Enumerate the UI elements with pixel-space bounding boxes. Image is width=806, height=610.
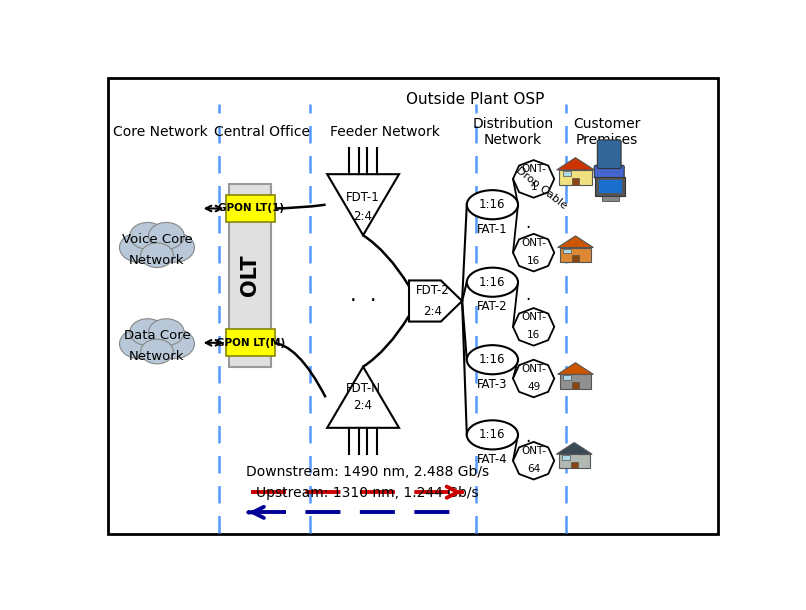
Text: Feeder Network: Feeder Network (330, 125, 440, 139)
Text: Customer
Premises: Customer Premises (573, 117, 641, 147)
Text: FDT-2: FDT-2 (416, 284, 450, 297)
Text: ONT-: ONT- (521, 165, 546, 174)
Polygon shape (327, 367, 399, 428)
Text: 2:4: 2:4 (354, 210, 372, 223)
Text: 49: 49 (527, 382, 540, 392)
Bar (563, 248, 571, 253)
Ellipse shape (119, 232, 159, 262)
Polygon shape (558, 236, 593, 248)
FancyBboxPatch shape (596, 178, 625, 196)
Text: 1:16: 1:16 (479, 198, 505, 211)
Text: 1:16: 1:16 (479, 428, 505, 442)
Polygon shape (409, 281, 462, 321)
Text: FAT-4: FAT-4 (477, 453, 508, 466)
Ellipse shape (467, 268, 518, 297)
Polygon shape (513, 308, 555, 346)
Bar (572, 178, 579, 185)
Text: ·  ·: · · (350, 291, 376, 311)
Text: 64: 64 (527, 464, 540, 474)
Ellipse shape (119, 329, 159, 359)
Polygon shape (558, 363, 593, 375)
Polygon shape (513, 442, 555, 479)
Text: GPON LT(M): GPON LT(M) (216, 338, 285, 348)
Ellipse shape (140, 243, 173, 268)
Text: ONT-: ONT- (521, 447, 546, 456)
Text: Outside Plant OSP: Outside Plant OSP (406, 92, 545, 107)
Text: FDT-N: FDT-N (346, 382, 380, 395)
Text: ONT-: ONT- (521, 312, 546, 323)
Text: Data Core: Data Core (123, 329, 190, 342)
Text: ·
·: · · (525, 218, 530, 252)
Ellipse shape (467, 420, 518, 450)
Text: ONT-: ONT- (521, 364, 546, 374)
Text: GPON LT(1): GPON LT(1) (218, 204, 284, 213)
FancyBboxPatch shape (597, 140, 621, 168)
FancyBboxPatch shape (229, 184, 272, 367)
Bar (559, 454, 590, 468)
Text: Core Network: Core Network (113, 125, 207, 139)
FancyBboxPatch shape (226, 195, 275, 222)
Ellipse shape (148, 223, 184, 249)
Ellipse shape (155, 329, 194, 359)
Bar (580, 243, 585, 248)
Bar (559, 170, 592, 185)
Bar (580, 450, 584, 454)
Ellipse shape (130, 319, 165, 345)
Text: Central Office: Central Office (214, 125, 310, 139)
Text: 1:16: 1:16 (479, 276, 505, 289)
Text: FAT-1: FAT-1 (477, 223, 508, 235)
Polygon shape (513, 234, 555, 271)
Bar (560, 375, 591, 389)
Text: ONT-: ONT- (521, 239, 546, 248)
Bar (563, 171, 571, 176)
FancyBboxPatch shape (226, 329, 275, 356)
Text: FAT-3: FAT-3 (477, 378, 508, 390)
Polygon shape (513, 160, 555, 198)
Ellipse shape (130, 223, 165, 249)
Bar (572, 255, 579, 262)
FancyBboxPatch shape (599, 181, 621, 193)
Text: Upstream: 1310 nm, 1.244 Gb/s: Upstream: 1310 nm, 1.244 Gb/s (256, 486, 479, 500)
Text: ·
·: · · (525, 292, 530, 325)
Bar (572, 382, 579, 389)
Polygon shape (557, 157, 594, 170)
Ellipse shape (131, 225, 183, 264)
Polygon shape (327, 174, 399, 235)
Text: Drop Cable: Drop Cable (514, 165, 569, 211)
Ellipse shape (148, 319, 184, 345)
Text: ·
·: · · (525, 369, 530, 402)
Polygon shape (556, 443, 592, 454)
Text: Voice Core: Voice Core (122, 232, 193, 245)
Text: 2:4: 2:4 (354, 400, 372, 412)
Bar (581, 165, 585, 170)
Text: 16: 16 (527, 330, 540, 340)
Text: Network: Network (129, 350, 185, 363)
Bar (571, 462, 578, 468)
Text: Network: Network (129, 254, 185, 267)
Text: 1: 1 (530, 182, 537, 192)
Text: ·
·: · · (525, 433, 530, 467)
Ellipse shape (131, 321, 183, 361)
Text: FDT-1: FDT-1 (347, 191, 380, 204)
FancyBboxPatch shape (594, 165, 624, 178)
Bar (563, 375, 571, 380)
Ellipse shape (467, 190, 518, 219)
Bar (580, 370, 585, 375)
Text: 2:4: 2:4 (423, 305, 442, 318)
Text: 1:16: 1:16 (479, 353, 505, 366)
Ellipse shape (155, 232, 194, 262)
Text: Downstream: 1490 nm, 2.488 Gb/s: Downstream: 1490 nm, 2.488 Gb/s (246, 465, 489, 479)
Text: 16: 16 (527, 256, 540, 266)
Text: FAT-2: FAT-2 (477, 300, 508, 313)
Text: Distribution
Network: Distribution Network (472, 117, 554, 147)
FancyBboxPatch shape (602, 196, 619, 201)
Ellipse shape (467, 345, 518, 375)
FancyBboxPatch shape (108, 78, 718, 534)
Bar (563, 455, 570, 460)
Polygon shape (513, 360, 555, 397)
Bar (560, 248, 591, 262)
Text: OLT: OLT (240, 254, 260, 296)
Ellipse shape (140, 339, 173, 364)
